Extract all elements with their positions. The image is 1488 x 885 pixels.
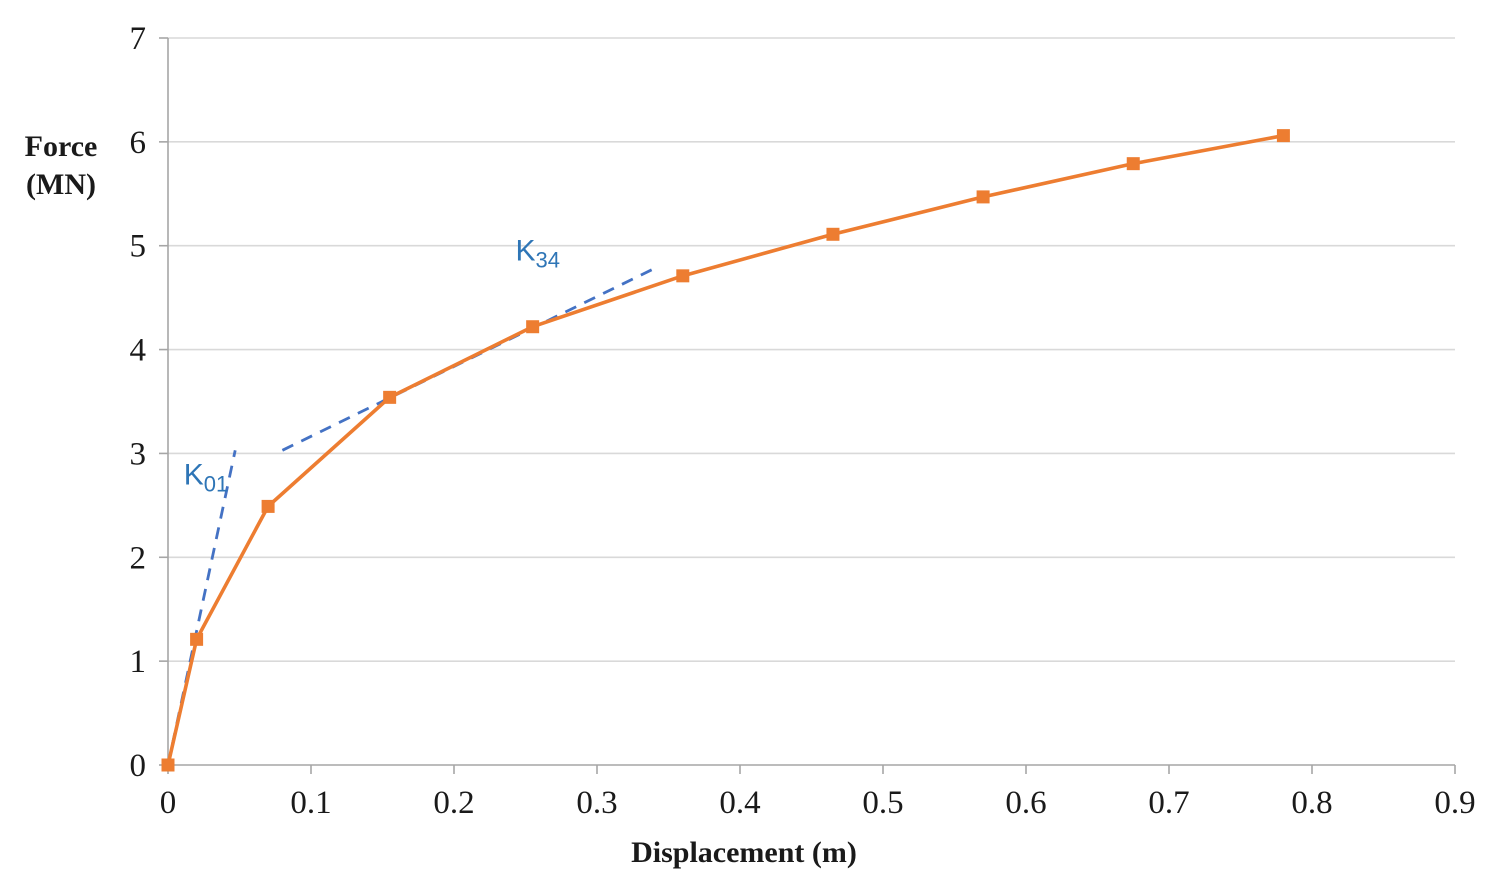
y-tick-label: 2	[130, 540, 147, 576]
data-point-marker	[526, 320, 540, 334]
y-tick-label: 5	[130, 229, 147, 265]
data-point-marker	[676, 269, 690, 283]
force-displacement-curve-line	[166, 133, 1286, 767]
data-point-marker	[976, 190, 990, 204]
x-tick-label: 0.8	[1291, 785, 1332, 821]
data-point-marker	[383, 390, 397, 404]
y-tick-label: 6	[130, 125, 147, 161]
y-tick-label: 3	[130, 436, 147, 472]
data-point-marker	[1276, 129, 1290, 143]
x-tick-label: 0.2	[433, 785, 474, 821]
K34-stiffness-line	[281, 267, 655, 452]
K34-label: K34	[515, 234, 560, 272]
x-tick-label: 0.4	[719, 785, 760, 821]
x-tick-label: 0.5	[862, 785, 903, 821]
y-tick-label: 1	[130, 644, 147, 680]
x-tick-label: 0.7	[1148, 785, 1189, 821]
data-point-marker	[190, 632, 204, 646]
data-point-marker	[1126, 157, 1140, 171]
x-tick-label: 0.3	[576, 785, 617, 821]
K01-label: K01	[184, 459, 229, 497]
data-point-marker	[826, 227, 840, 241]
x-tick-label: 0.6	[1005, 785, 1046, 821]
x-axis-title: Displacement (m)	[631, 836, 857, 869]
x-tick-label: 0.1	[290, 785, 331, 821]
x-tick-label: 0	[160, 785, 177, 821]
y-axis-title-line1: Force	[24, 130, 98, 163]
y-axis-title-line2: (MN)	[26, 168, 96, 201]
x-tick-label: 0.9	[1434, 785, 1475, 821]
data-point-marker	[261, 499, 275, 513]
y-tick-label: 0	[130, 748, 147, 784]
data-point-marker	[161, 758, 175, 772]
y-axis-title: Force (MN)	[6, 128, 116, 204]
y-tick-label: 4	[130, 333, 147, 369]
y-tick-label: 7	[130, 21, 147, 57]
